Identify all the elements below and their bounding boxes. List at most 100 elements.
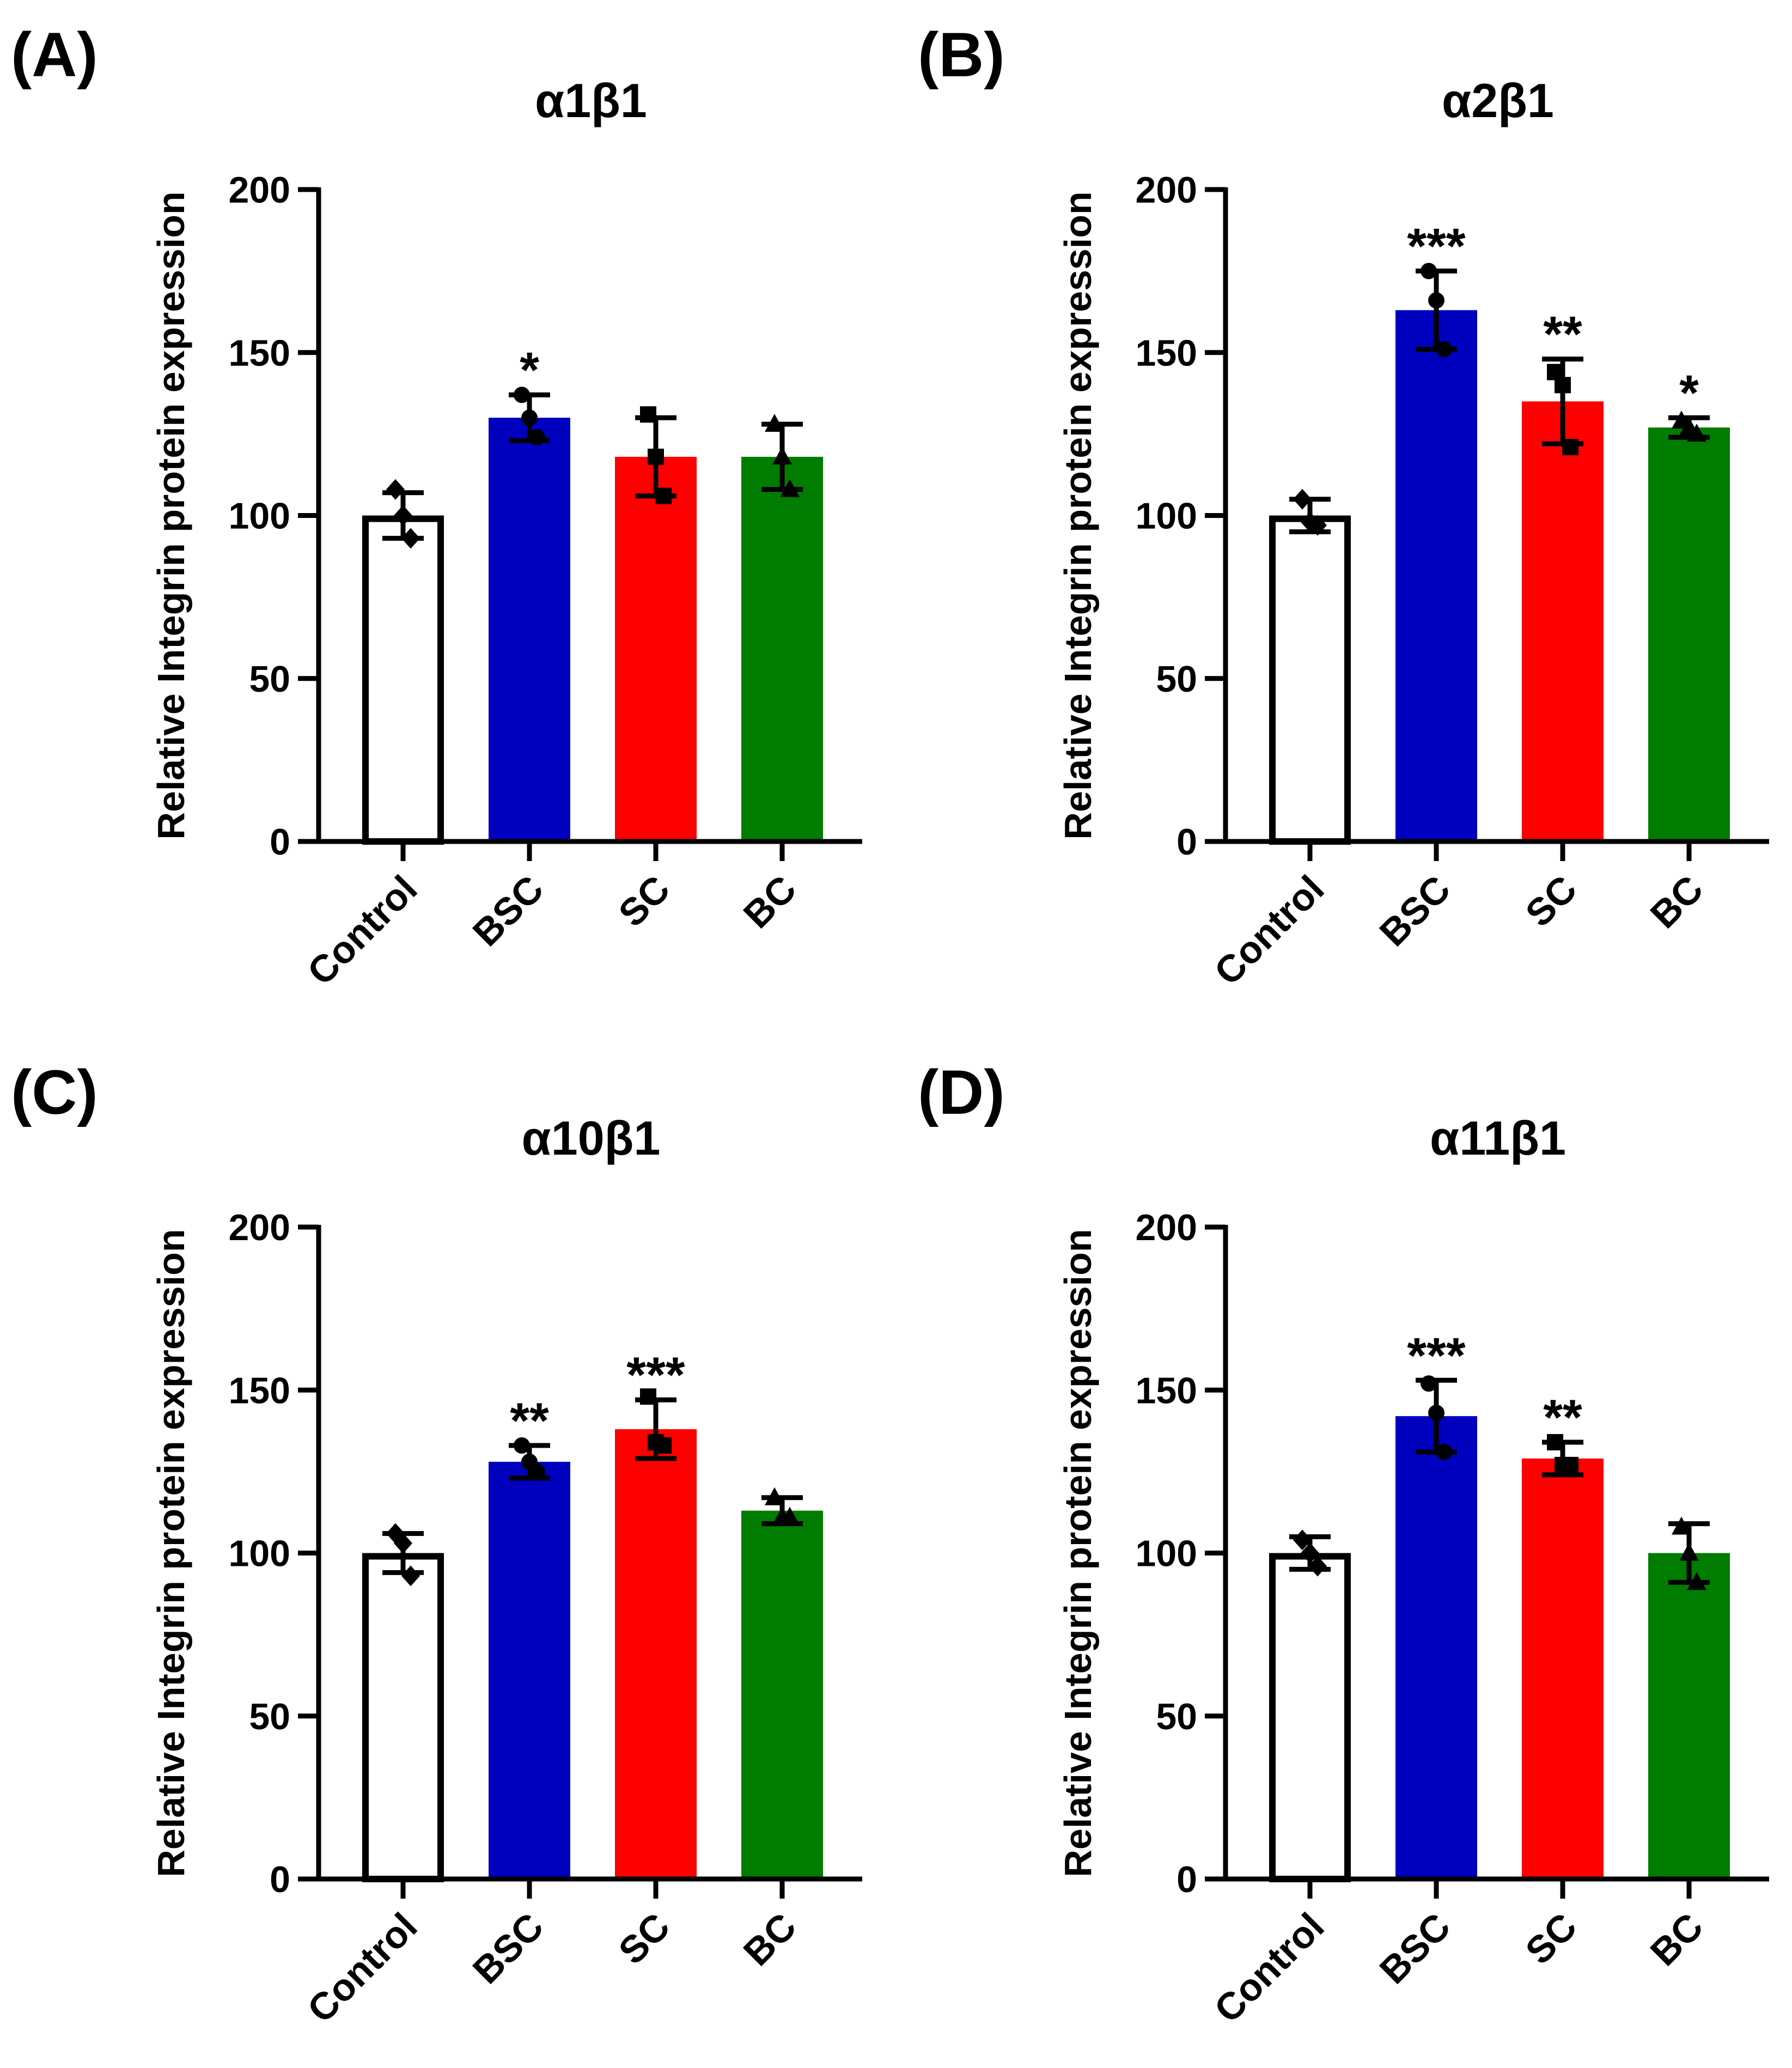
y-tick-label: 150 [1136,332,1197,374]
y-tick-label: 200 [229,1207,290,1248]
x-tick-label: SC [611,867,678,935]
bar-sc [1522,1458,1604,1879]
data-point [394,505,412,526]
significance-marker: ** [1543,307,1582,362]
data-point [1687,423,1706,442]
x-tick-label: BSC [1372,1905,1459,1992]
bar-bsc [489,1461,570,1879]
x-tick-label: Control [300,1905,425,2030]
data-point [394,1533,412,1554]
y-tick-label: 200 [1136,1207,1197,1248]
data-point [640,406,656,423]
chart-title: α11β1 [1430,1111,1566,1165]
significance-marker: *** [1407,219,1466,274]
data-point [529,429,545,446]
data-point [1293,489,1312,510]
panel-label: (D) [918,1058,1005,1127]
x-tick-label: SC [1517,1905,1585,1972]
bar-bc [741,456,823,841]
data-point [1421,1375,1437,1392]
data-point [1421,263,1437,279]
y-tick-label: 150 [229,1370,290,1411]
data-point [1547,1434,1563,1451]
x-tick-label: BSC [465,867,552,954]
x-tick-label: BC [1642,1905,1711,1974]
data-point [401,528,420,549]
panel-label: (C) [11,1058,98,1127]
y-tick-label: 100 [1136,496,1197,537]
chart-panel-1: (B) α2β1 Relative Integrin protein express… [918,20,1769,993]
data-point [1293,1529,1312,1551]
y-axis-label: Relative Integrin protein expression [1057,1229,1099,1877]
bar-bc [741,1510,823,1879]
chart-panel-0: (A) α1β1 Relative Integrin protein express… [11,20,862,993]
data-point [386,1523,405,1544]
y-tick-label: 50 [249,1696,290,1737]
significance-marker: *** [626,1347,685,1403]
data-point [1428,1405,1444,1422]
x-tick-label: Control [300,867,425,993]
x-tick-label: Control [1206,867,1332,993]
data-point [1687,1572,1706,1590]
x-tick-label: BSC [1372,867,1459,954]
data-point [1679,1542,1699,1561]
data-point [648,448,664,465]
y-tick-label: 50 [249,658,290,700]
data-point [514,1437,530,1454]
data-point [655,1437,672,1454]
chart-title: α2β1 [1442,74,1554,127]
bar-sc [1522,401,1604,841]
bar-sc [615,1429,697,1879]
x-tick-label: SC [611,1905,678,1972]
y-tick-label: 100 [229,1533,290,1575]
data-point [1672,1516,1691,1535]
x-tick-label: BC [1642,867,1711,936]
significance-marker: *** [1407,1328,1466,1383]
data-point [1555,377,1571,394]
y-tick-label: 150 [1136,1370,1197,1411]
data-point [1301,1542,1319,1564]
bar-control [1269,1553,1351,1882]
chart-panel-2: (C) α10β1 Relative Integrin protein expres… [11,1058,862,2031]
bar-bc [1648,1553,1730,1879]
data-point [765,1487,784,1505]
significance-marker: * [520,343,539,398]
data-point [780,479,800,497]
data-point [1436,1443,1452,1460]
bar-control [1269,515,1351,845]
y-tick-label: 200 [1136,169,1197,211]
data-point [1308,1555,1327,1577]
bar-bsc [1395,1416,1477,1879]
bar-bsc [1395,310,1477,841]
y-tick-label: 0 [1177,821,1197,863]
data-point [521,409,538,426]
data-point [386,479,405,500]
significance-marker: * [1679,365,1699,421]
y-tick-label: 100 [1136,1533,1197,1575]
data-point [1436,341,1452,358]
y-tick-label: 0 [1177,1859,1197,1900]
data-point [765,413,784,432]
data-point [655,487,672,504]
x-tick-label: BSC [465,1905,552,1992]
x-tick-label: Control [1206,1905,1332,2030]
chart-title: α10β1 [522,1111,661,1165]
chart-panel-3: (D) α11β1 Relative Integrin protein expres… [918,1058,1769,2031]
y-tick-label: 150 [229,332,290,374]
data-point [640,1388,656,1405]
y-tick-label: 100 [229,496,290,537]
x-tick-label: BC [735,1905,804,1974]
data-point [1562,438,1578,455]
significance-marker: ** [510,1393,549,1449]
significance-marker: ** [1543,1390,1582,1445]
y-axis-label: Relative Integrin protein expression [1057,191,1099,839]
panel-label: (A) [11,20,98,90]
y-axis-label: Relative Integrin protein expression [150,1229,192,1877]
y-tick-label: 50 [1156,658,1197,700]
data-point [529,1463,545,1480]
data-point [401,1565,420,1587]
bar-bc [1648,427,1730,841]
chart-title: α1β1 [535,74,647,127]
data-point [1308,515,1327,536]
